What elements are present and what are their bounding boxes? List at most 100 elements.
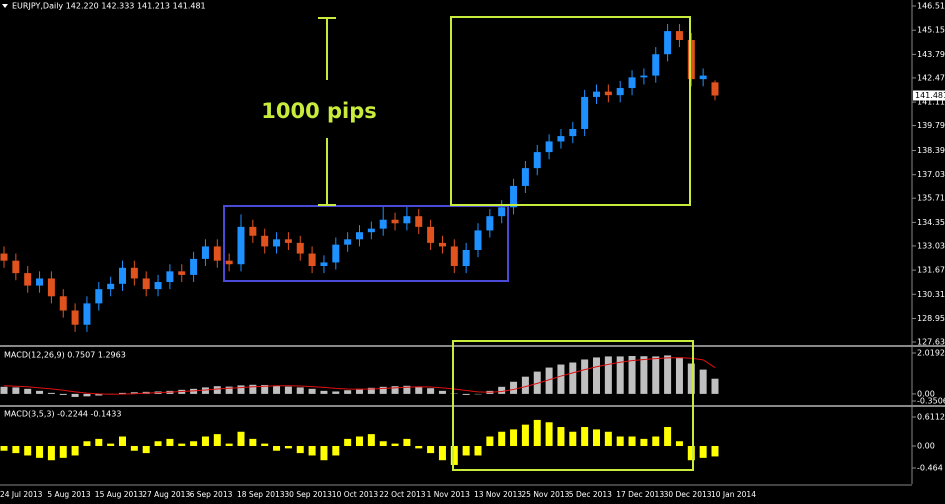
histogram-bar: [367, 387, 375, 394]
macd-box: [452, 340, 694, 471]
histogram-bar: [273, 445, 281, 451]
candle-body: [640, 75, 648, 78]
histogram-bar: [12, 445, 20, 454]
histogram-bar: [533, 371, 541, 394]
histogram-bar: [593, 429, 600, 446]
histogram-bar: [296, 387, 304, 394]
histogram-bar: [569, 431, 577, 446]
signal-line: [3, 357, 716, 395]
candle-body: [569, 128, 577, 137]
histogram-bar: [545, 367, 553, 394]
histogram-bar: [213, 386, 221, 394]
candle-body: [344, 239, 352, 245]
candle-body: [687, 39, 695, 80]
histogram-bar: [71, 393, 79, 397]
y-tick-label: 131.670: [917, 266, 945, 275]
histogram-bar: [308, 445, 316, 456]
histogram-bar: [142, 445, 150, 454]
candle-body: [379, 219, 387, 229]
histogram-bar: [59, 445, 67, 458]
candle-body: [391, 219, 399, 224]
histogram-bar: [332, 445, 340, 456]
candle-body: [213, 246, 221, 261]
range-box: [223, 205, 509, 282]
x-tick-label: 22 Oct 2013: [379, 490, 426, 499]
histogram-bar: [640, 356, 648, 394]
candle-body: [510, 185, 518, 208]
candle-body: [130, 267, 138, 279]
candle-body: [190, 258, 198, 275]
histogram-bar: [119, 436, 126, 446]
x-tick-label: 5 Aug 2013: [47, 490, 90, 499]
y-tick-label: 138.390: [917, 146, 945, 155]
histogram-bar: [356, 436, 363, 446]
histogram-bar: [225, 443, 233, 446]
histogram-bar: [462, 445, 470, 456]
histogram-bar: [403, 385, 411, 394]
histogram-bar: [296, 445, 304, 454]
histogram-bar: [178, 443, 186, 446]
histogram-bar: [403, 438, 411, 446]
candle-body: [652, 54, 660, 76]
histogram-bar: [604, 356, 612, 394]
candle-body: [486, 216, 494, 231]
histogram-bar: [166, 438, 174, 446]
histogram-bar: [415, 386, 423, 394]
histogram-bar: [225, 386, 233, 394]
histogram-bar: [664, 427, 672, 446]
x-tick-label: 6 Sep 2013: [190, 490, 233, 499]
histogram-bar: [24, 445, 32, 456]
histogram-bar: [545, 422, 553, 446]
histogram-bar: [95, 393, 103, 396]
y-tick-label: 128.950: [917, 314, 945, 323]
x-tick-label: 15 Aug 2013: [95, 490, 143, 499]
y-tick-label: 137.030: [917, 170, 945, 179]
candle-body: [438, 242, 446, 247]
histogram-bar: [521, 376, 529, 394]
x-tick-label: 5 Dec 2013: [569, 490, 612, 499]
candle-body: [71, 310, 79, 325]
histogram-bar: [415, 445, 423, 449]
histogram-bar: [438, 390, 446, 394]
candle-body: [119, 267, 126, 284]
candle-body: [249, 226, 257, 236]
histogram-bar: [486, 436, 494, 446]
candle-body: [36, 278, 44, 286]
y-tick-label: 2.0192: [917, 349, 945, 358]
y-tick-label: 0.00: [917, 441, 935, 450]
histogram-bar: [652, 356, 660, 394]
histogram-bar: [47, 392, 55, 394]
y-tick-label: 145.150: [917, 26, 945, 35]
histogram-bar: [249, 384, 257, 394]
histogram-bar: [190, 388, 198, 394]
histogram-bar: [616, 356, 624, 394]
candle-body: [604, 91, 612, 96]
panel-title: MACD(12,26,9) 0.7507 1.2963: [4, 351, 126, 360]
chart-title: EURJPY,Daily 142.220 142.333 141.213 141…: [12, 2, 206, 11]
candle-body: [616, 88, 624, 96]
candle-body: [593, 91, 600, 97]
histogram-bar: [83, 393, 91, 397]
x-tick-label: 30 Sep 2013: [284, 490, 332, 499]
candle-body: [427, 226, 435, 243]
histogram-bar: [581, 359, 589, 394]
candle-body: [664, 31, 672, 55]
x-tick-label: 10 Oct 2013: [332, 490, 379, 499]
candle-body: [273, 239, 281, 247]
histogram-bar: [616, 436, 624, 446]
candle-body: [95, 289, 103, 304]
histogram-bar: [521, 424, 529, 446]
annotation: 1000 pips: [261, 99, 377, 123]
x-tick-label: 10 Jan 2014: [711, 490, 756, 499]
y-tick-label: -0.464: [917, 464, 943, 473]
histogram-bar: [427, 445, 435, 454]
histogram-bar: [83, 441, 91, 446]
candle-body: [367, 228, 375, 233]
candle-body: [308, 253, 316, 267]
histogram-bar: [0, 445, 8, 451]
histogram-bar: [510, 429, 518, 446]
histogram-bar: [593, 357, 600, 394]
candle-body: [12, 260, 20, 274]
histogram-bar: [379, 386, 387, 394]
